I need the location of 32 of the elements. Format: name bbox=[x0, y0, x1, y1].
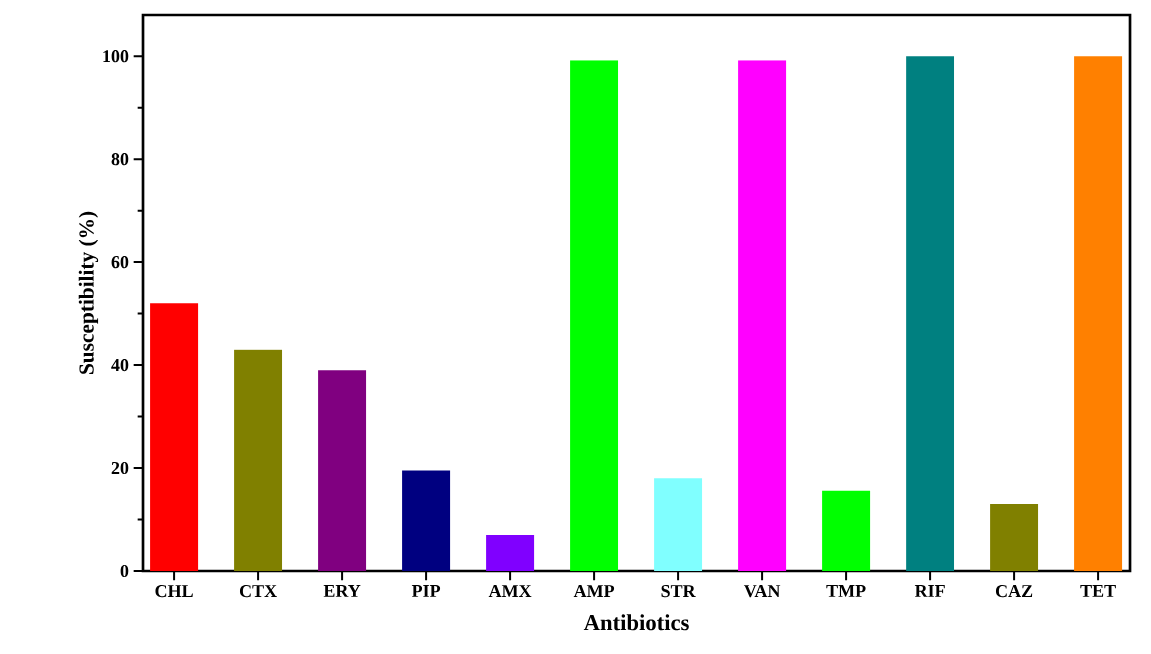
bar bbox=[1074, 56, 1123, 571]
x-tick-label: CAZ bbox=[995, 585, 1033, 598]
x-tick-label: ERY bbox=[323, 585, 361, 597]
x-tick-label: AMP bbox=[573, 585, 615, 597]
bar bbox=[738, 60, 787, 571]
x-tick-label: CTX bbox=[239, 585, 277, 598]
bar bbox=[570, 60, 619, 571]
x-tick-label: TET bbox=[1080, 585, 1116, 597]
x-axis-title: Antibiotics bbox=[583, 614, 689, 631]
x-tick-label: STR bbox=[661, 585, 696, 598]
y-tick-label: 40 bbox=[111, 358, 129, 372]
x-tick-label: RIF bbox=[914, 585, 945, 597]
bar bbox=[486, 534, 535, 571]
y-tick-label: 0 bbox=[120, 564, 129, 578]
y-tick-label: 20 bbox=[111, 461, 129, 475]
x-tick-label: TMP bbox=[826, 585, 866, 597]
y-tick-label: 60 bbox=[111, 256, 129, 269]
bar bbox=[234, 349, 283, 571]
bar bbox=[906, 56, 955, 571]
bar bbox=[150, 303, 199, 571]
bar bbox=[318, 370, 367, 571]
y-tick-label: 80 bbox=[111, 153, 129, 166]
bar bbox=[990, 504, 1039, 571]
x-tick-label: VAN bbox=[743, 585, 781, 598]
x-tick-label: CHL bbox=[155, 585, 193, 598]
bar bbox=[402, 470, 451, 571]
bar bbox=[822, 490, 871, 571]
y-axis-title: Susceptibility (%) bbox=[78, 211, 99, 374]
y-tick-label: 100 bbox=[103, 50, 129, 63]
x-tick-label: AMX bbox=[488, 585, 532, 597]
bar bbox=[654, 478, 703, 571]
x-tick-label: PIP bbox=[411, 585, 441, 597]
